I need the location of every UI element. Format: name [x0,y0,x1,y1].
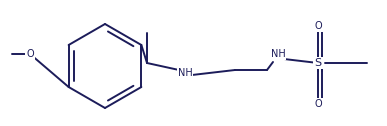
Text: S: S [314,58,322,68]
Text: O: O [314,21,322,31]
Text: O: O [314,99,322,109]
Text: NH: NH [178,68,192,78]
Text: O: O [26,49,34,59]
Text: NH: NH [271,49,285,59]
